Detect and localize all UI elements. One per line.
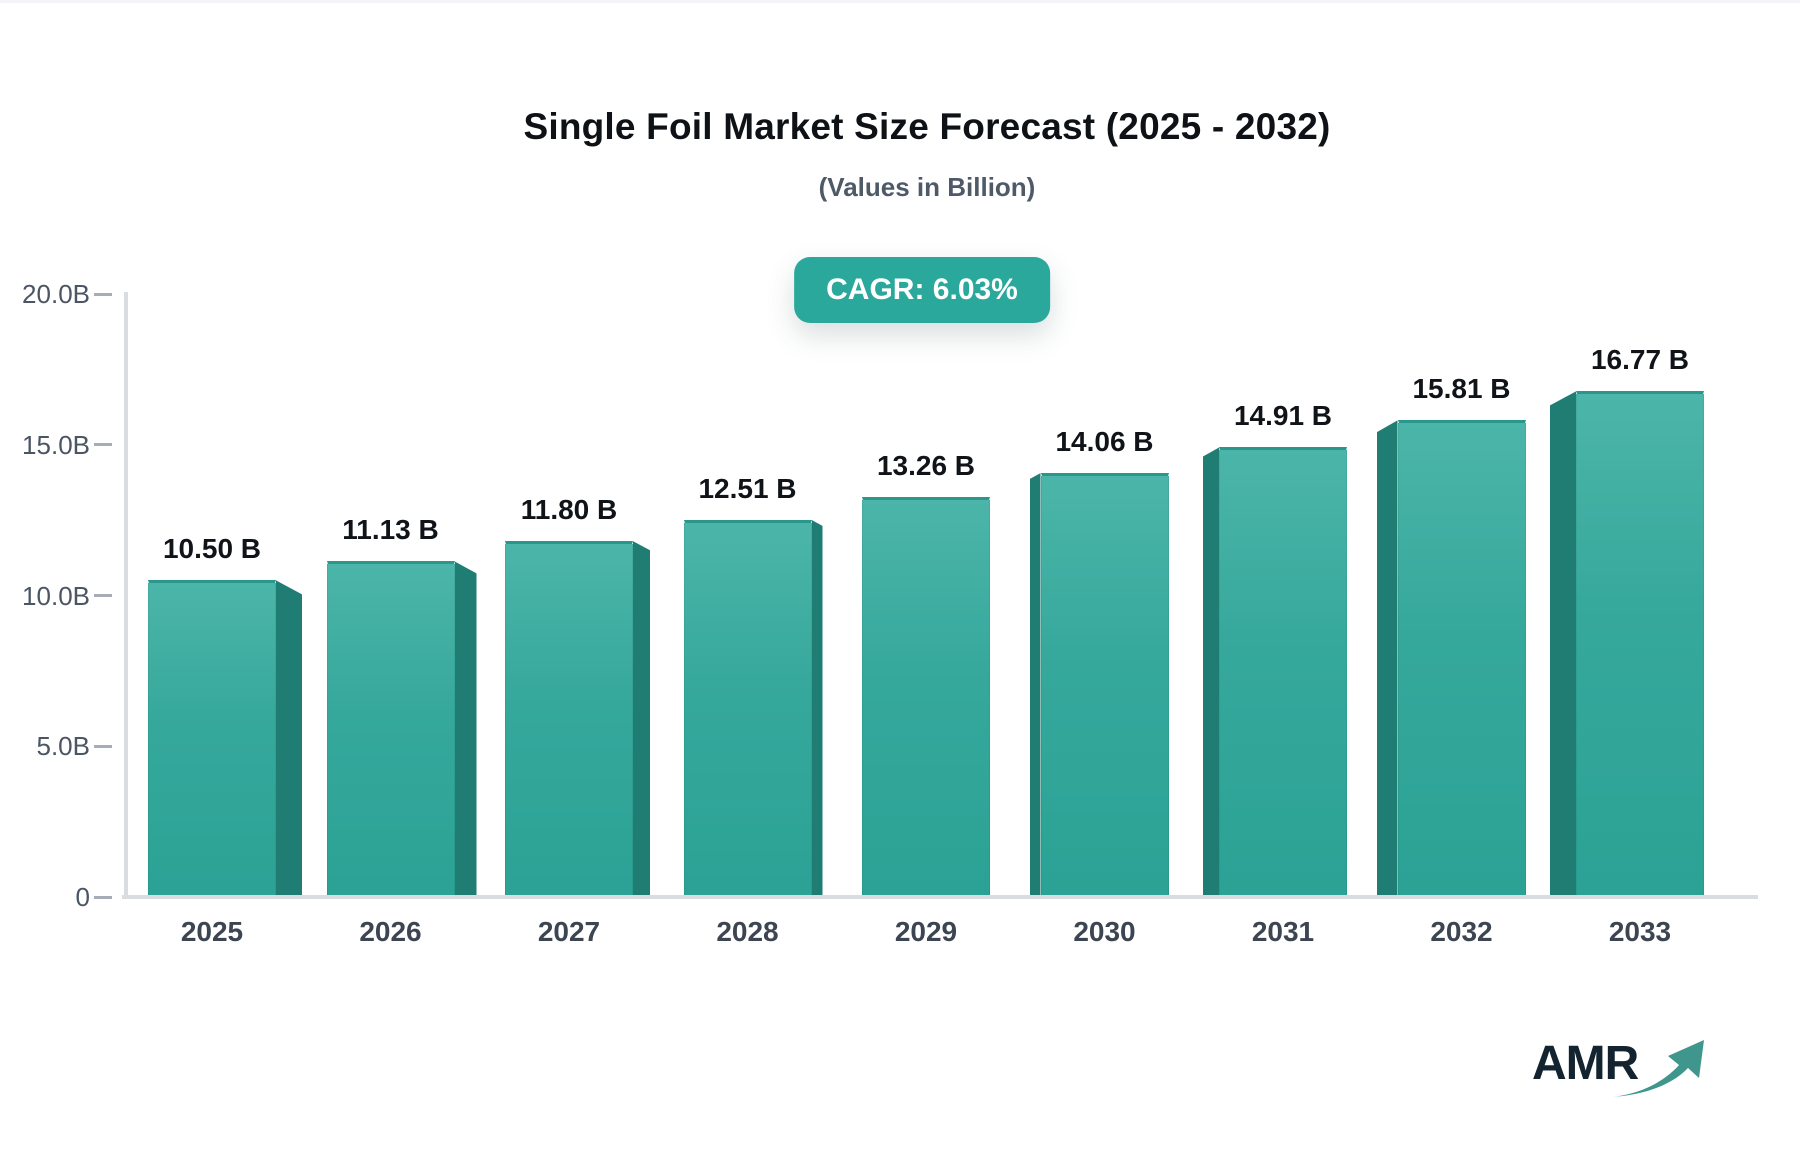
y-axis-tick-label: 0	[75, 882, 90, 912]
bar-2031	[1219, 447, 1347, 897]
growth-arrow-icon	[1612, 1040, 1704, 1097]
x-axis-category-label: 2032	[1430, 916, 1493, 947]
chart-title: Single Foil Market Size Forecast (2025 -…	[523, 106, 1331, 147]
bar-2028	[683, 519, 812, 897]
x-axis-category-label: 2029	[894, 916, 958, 947]
bar-value-label: 15.81 B	[1412, 373, 1511, 405]
bar-2027	[505, 541, 633, 897]
chart-subtitle: (Values in Billion)	[818, 172, 1036, 202]
bar-2026	[326, 561, 455, 897]
x-axis-category-label: 2027	[537, 916, 601, 947]
cagr-badge: CAGR: 6.03%	[794, 257, 1050, 323]
3d-bar-side	[1550, 391, 1576, 897]
bar-2025	[148, 580, 276, 897]
x-axis-category-label: 2025	[180, 916, 244, 947]
bar-value-label: 12.51 B	[698, 472, 797, 504]
y-axis-tick	[94, 895, 112, 899]
amr-logo: AMR	[1532, 1036, 1722, 1116]
y-axis-line	[124, 292, 128, 899]
bar-2033	[1576, 391, 1704, 897]
x-axis-category-label: 2031	[1251, 916, 1315, 947]
x-axis-category-label: 2028	[716, 916, 779, 947]
bar-value-label: 16.77 B	[1590, 344, 1690, 376]
y-axis-tick-label: 15.0B	[22, 429, 90, 460]
bar-2032	[1397, 420, 1526, 897]
y-axis-tick-label: 5.0B	[36, 731, 91, 762]
amr-logo-text: AMR	[1532, 1037, 1639, 1090]
bar-2030	[1040, 473, 1169, 897]
bar-2029	[862, 497, 990, 897]
y-axis-tick	[94, 744, 112, 748]
bar-value-label: 10.50 B	[162, 533, 262, 565]
y-axis-tick	[94, 594, 112, 597]
page-top-edge	[0, 0, 1800, 3]
3d-bar-side	[1203, 447, 1219, 897]
bar-value-label: 14.06 B	[1055, 426, 1154, 458]
bar-value-label: 11.13 B	[342, 514, 439, 546]
3d-bar-side	[276, 580, 302, 897]
3d-bar-side	[811, 519, 823, 897]
bar-value-label: 14.91 B	[1233, 400, 1333, 432]
y-axis-tick-label: 10.0B	[22, 580, 90, 611]
3d-bar-side	[1376, 420, 1398, 897]
y-axis-tick	[94, 292, 112, 296]
x-axis-category-label: 2026	[359, 916, 422, 947]
x-axis-category-label: 2033	[1608, 916, 1672, 947]
y-axis-tick	[94, 443, 112, 447]
x-axis-category-label: 2030	[1073, 916, 1136, 947]
3d-bar-side	[1029, 473, 1041, 897]
y-axis-tick-label: 20.0B	[22, 279, 90, 309]
3d-bar-side	[454, 561, 477, 897]
bar-value-label: 13.26 B	[876, 450, 976, 482]
x-axis-baseline	[122, 895, 1758, 899]
bar-value-label: 11.80 B	[520, 494, 618, 526]
3d-bar-side	[633, 541, 650, 897]
